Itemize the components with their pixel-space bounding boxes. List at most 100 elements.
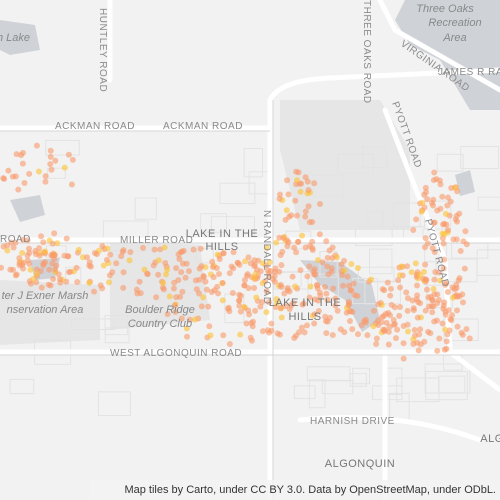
dot — [462, 228, 469, 235]
dot — [63, 235, 70, 242]
dot — [292, 283, 299, 290]
dot — [140, 244, 147, 251]
dot — [33, 270, 40, 277]
dot — [341, 267, 348, 274]
dot — [38, 284, 45, 291]
dot — [120, 284, 127, 291]
dot — [349, 326, 356, 333]
dot — [364, 332, 371, 339]
dot — [439, 193, 446, 200]
road-label: HARNISH DRIVE — [310, 416, 395, 427]
dot — [426, 303, 433, 310]
dot — [57, 279, 64, 286]
dot — [54, 240, 61, 247]
dot — [210, 274, 217, 281]
dot — [324, 318, 331, 325]
dot — [206, 323, 213, 330]
dot — [293, 249, 300, 256]
dot — [55, 271, 62, 278]
dot — [443, 338, 450, 345]
dot — [324, 263, 331, 270]
dot — [434, 291, 441, 298]
dot — [345, 302, 352, 309]
dot — [370, 323, 377, 330]
dot — [170, 285, 177, 292]
dot — [291, 334, 298, 341]
street-block — [9, 378, 35, 395]
dot — [384, 279, 391, 286]
dot — [299, 232, 306, 239]
dot — [309, 218, 316, 225]
dot — [185, 268, 192, 275]
dot — [196, 290, 203, 297]
dot — [398, 263, 405, 270]
dot — [430, 285, 437, 292]
dot — [294, 177, 301, 184]
dot — [237, 331, 244, 338]
street-block — [196, 247, 214, 264]
dot — [209, 258, 216, 265]
dot — [431, 169, 438, 176]
dot — [36, 252, 43, 259]
dot — [86, 262, 93, 269]
dot — [410, 340, 417, 347]
dot — [298, 324, 305, 331]
dot — [0, 175, 7, 182]
attribution: Map tiles by Carto, under CC BY 3.0. Dat… — [124, 484, 496, 496]
dot — [126, 257, 133, 264]
dot — [324, 296, 331, 303]
dot — [179, 260, 186, 267]
road-label: THREE OAKS ROAD — [361, 0, 372, 104]
dot — [314, 285, 321, 292]
dot — [330, 285, 337, 292]
dot — [259, 298, 266, 305]
street-block — [460, 146, 500, 170]
dot — [395, 277, 402, 284]
dot — [245, 307, 252, 314]
dot — [155, 257, 162, 264]
dot — [286, 306, 293, 313]
dot — [437, 181, 444, 188]
dot — [49, 240, 56, 247]
dot — [397, 304, 404, 311]
dot — [309, 238, 316, 245]
street-block — [97, 391, 131, 416]
dot — [306, 294, 313, 301]
dot — [394, 326, 401, 333]
dot — [424, 240, 431, 247]
dot — [20, 149, 27, 156]
dot — [197, 245, 204, 252]
dot — [208, 289, 215, 296]
dot — [273, 239, 280, 246]
dot — [182, 274, 189, 281]
dot — [276, 195, 283, 202]
dot — [408, 269, 415, 276]
dot — [444, 202, 451, 209]
dot — [441, 256, 448, 263]
dot — [381, 326, 388, 333]
dot — [381, 287, 388, 294]
dot — [107, 251, 114, 258]
street-block — [293, 385, 316, 400]
dot — [263, 309, 270, 316]
dot — [219, 279, 226, 286]
dot — [459, 331, 466, 338]
dot — [354, 264, 361, 271]
dot — [332, 295, 339, 302]
dot — [373, 341, 380, 348]
dot — [4, 247, 11, 254]
street-block — [393, 202, 421, 228]
dot — [269, 276, 276, 283]
dot — [241, 303, 248, 310]
dot — [241, 282, 248, 289]
dot — [133, 286, 140, 293]
dot — [257, 303, 264, 310]
place-label: Country Club — [128, 318, 192, 330]
dot — [354, 293, 361, 300]
dot — [341, 257, 348, 264]
dot — [291, 244, 298, 251]
dot — [329, 255, 336, 262]
dot — [47, 147, 54, 154]
dot — [61, 164, 68, 171]
